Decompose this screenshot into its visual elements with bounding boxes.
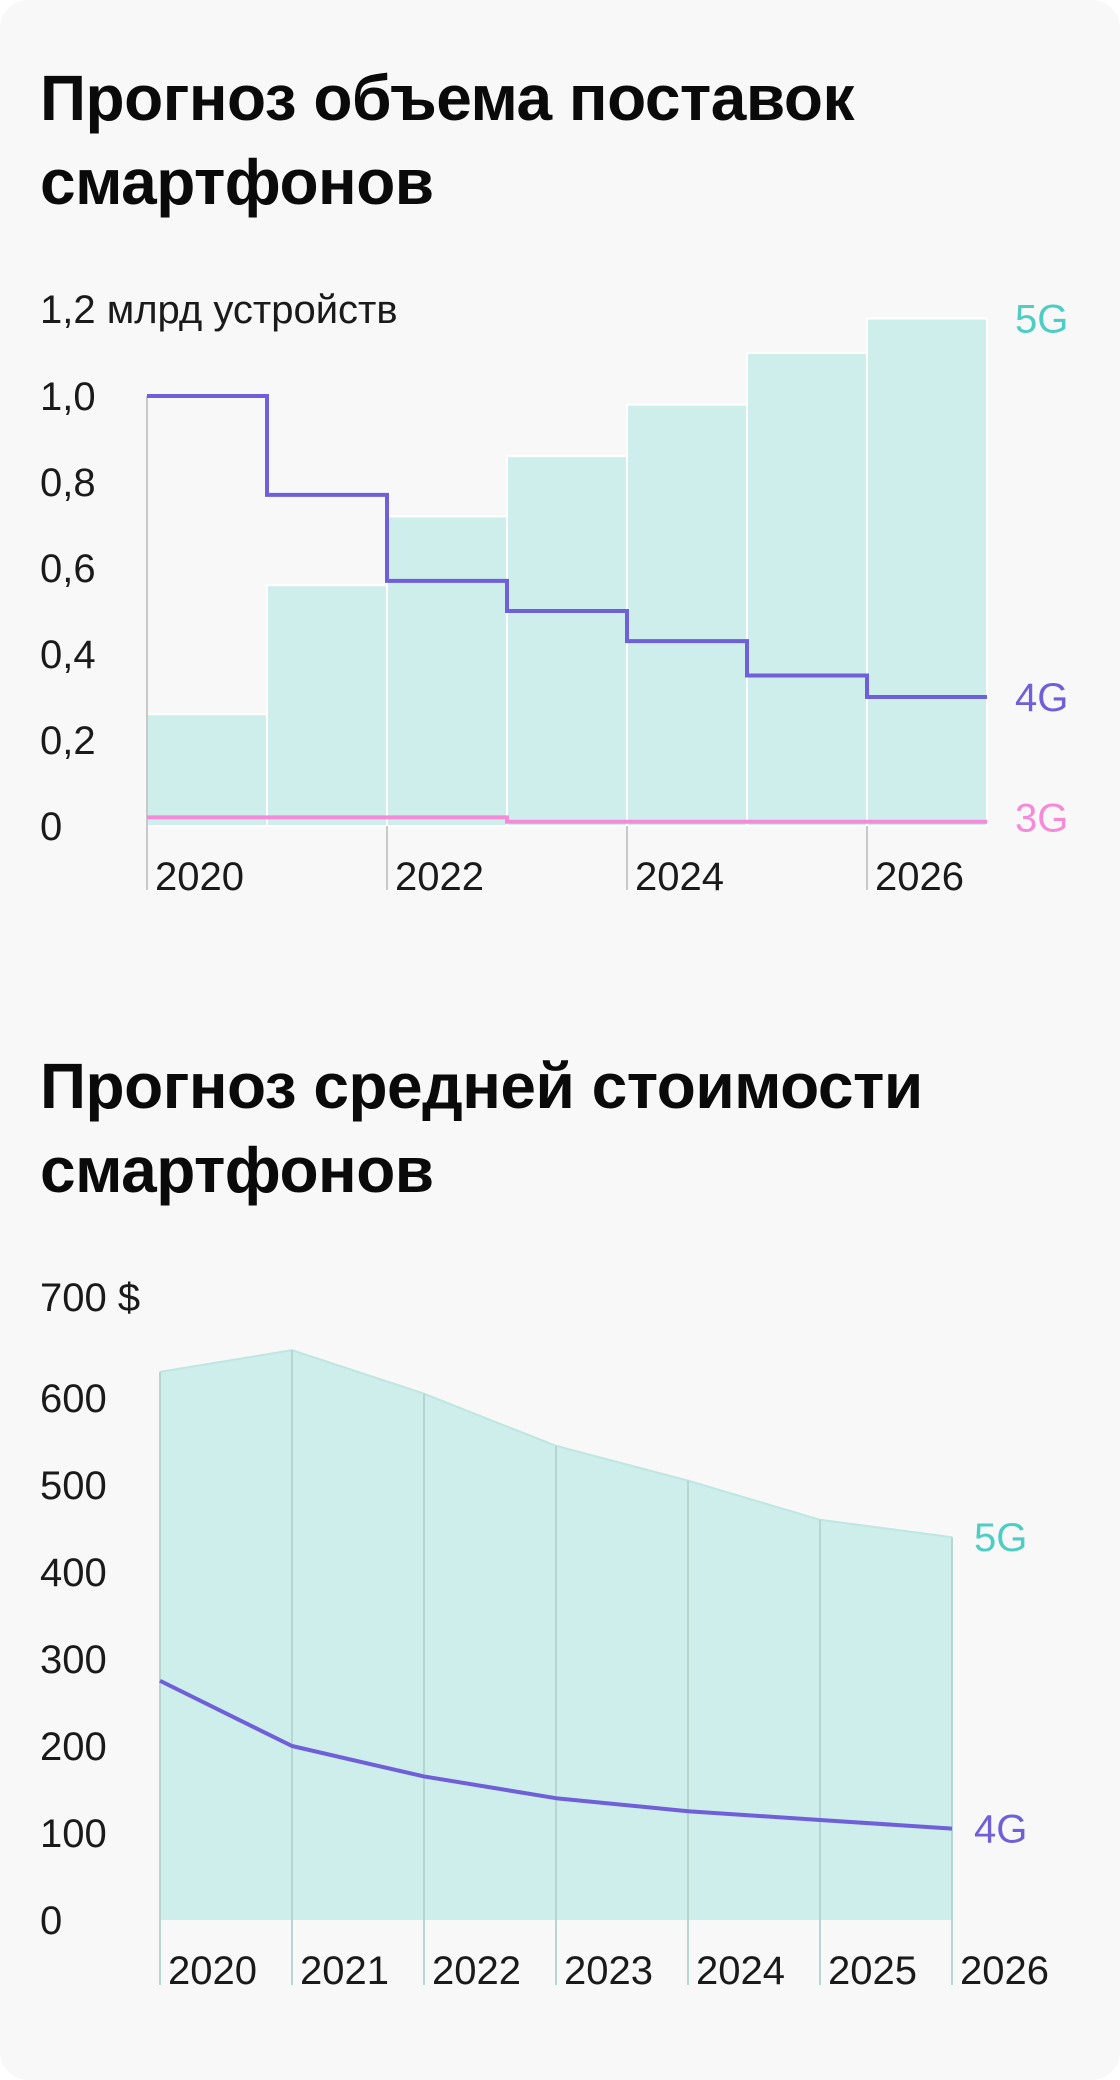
y-tick-label: 600 (40, 1377, 107, 1421)
bar-5g (626, 403, 748, 827)
bar-5g (266, 584, 388, 828)
shipments-chart-title: Прогноз объема поставок смартфонов (40, 62, 854, 218)
line-3g (147, 815, 987, 824)
y-tick-label: 0,6 (40, 547, 96, 591)
line-4g (147, 394, 987, 699)
y-axis-unit-label: 1,2 млрд устройств (40, 288, 398, 332)
bar-5g (746, 352, 868, 827)
x-tick-label: 2026 (875, 855, 964, 899)
y-tick-label: 400 (40, 1551, 107, 1595)
x-tick-label: 2022 (432, 1949, 521, 1993)
bar-5g (506, 455, 628, 827)
x-tick-label: 2021 (300, 1949, 389, 1993)
x-tick-label: 2022 (395, 855, 484, 899)
y-tick-label: 0 (40, 805, 62, 849)
x-tick-label: 2026 (960, 1949, 1049, 1993)
x-tick-label: 2020 (168, 1949, 257, 1993)
series-label-4g: 4G (974, 1808, 1027, 1852)
series-label-4g: 4G (1015, 676, 1068, 720)
y-tick-label: 200 (40, 1725, 107, 1769)
bar-5g (386, 515, 508, 828)
price-chart-title: Прогноз средней стоимости смартфонов (40, 1050, 923, 1206)
y-tick-label: 500 (40, 1464, 107, 1508)
y-tick-label: 100 (40, 1812, 107, 1856)
series-label-3g: 3G (1015, 797, 1068, 841)
x-tick-label: 2023 (564, 1949, 653, 1993)
y-tick-label: 0,4 (40, 633, 96, 677)
x-tick-label: 2024 (635, 855, 724, 899)
series-label-5g: 5G (974, 1516, 1027, 1560)
y-tick-label: 0,2 (40, 719, 96, 763)
y-tick-label: 1,0 (40, 375, 96, 419)
y-tick-label: 300 (40, 1638, 107, 1682)
y-tick-label: 0,8 (40, 461, 96, 505)
bar-5g (866, 317, 988, 827)
line-4g (159, 1678, 953, 1831)
x-tick-label: 2024 (696, 1949, 785, 1993)
x-tick-label: 2025 (828, 1949, 917, 1993)
y-tick-label: 0 (40, 1899, 62, 1943)
series-label-5g: 5G (1015, 298, 1068, 342)
x-tick-label: 2020 (155, 855, 244, 899)
y-axis-unit-label: 700 $ (40, 1276, 140, 1320)
shipments-chart: 1,2 млрд устройств 1,0 0,8 0,6 0,4 0,2 0 5G 4G 3G… (40, 288, 1068, 899)
